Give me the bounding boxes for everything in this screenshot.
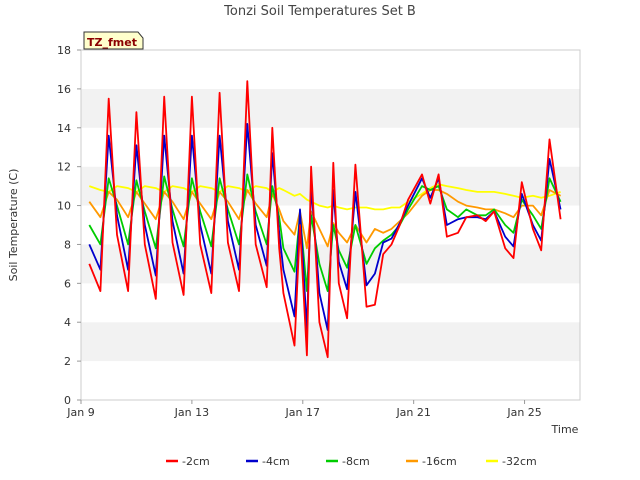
badge-box <box>83 31 144 50</box>
x-tick-label: Jan 17 <box>285 406 320 419</box>
y-tick-label: 8 <box>64 238 71 251</box>
series-line-32cm <box>89 183 561 211</box>
x-tick-label: Jan 13 <box>174 406 209 419</box>
y-tick-label: 0 <box>64 394 71 407</box>
legend-label: -32cm <box>502 455 537 468</box>
badge-label: TZ_fmet <box>87 36 137 49</box>
series-line-2cm <box>88 80 562 359</box>
y-tick-label: 2 <box>64 355 71 368</box>
legend-label: -16cm <box>422 455 457 468</box>
legend-label: -8cm <box>342 455 370 468</box>
y-tick-label: 18 <box>57 44 71 57</box>
series-lines <box>88 80 562 359</box>
legend: -2cm -4cm -8cm -16cm -32cm <box>166 455 537 468</box>
chart-title: Tonzi Soil Temperatures Set B <box>223 4 416 19</box>
y-tick-label: 12 <box>57 161 71 174</box>
grid-band <box>81 88 580 128</box>
x-axis-label: Time <box>551 423 579 436</box>
series-line-16cm <box>88 189 562 250</box>
grid-band <box>81 50 580 89</box>
grid-band <box>81 322 580 362</box>
y-tick-label: 14 <box>57 122 71 135</box>
legend-label: -4cm <box>262 455 290 468</box>
y-tick-label: 6 <box>64 277 71 290</box>
x-axis-ticks: Jan 9 Jan 13 Jan 17 Jan 21 Jan 25 <box>66 400 542 419</box>
x-tick-label: Jan 25 <box>506 406 541 419</box>
plot-area <box>80 49 581 401</box>
y-tick-label: 10 <box>57 200 71 213</box>
station-badge: TZ_fmet <box>83 31 144 50</box>
y-tick-label: 16 <box>57 83 71 96</box>
grid-band <box>81 361 580 400</box>
y-tick-label: 4 <box>64 316 71 329</box>
legend-label: -2cm <box>182 455 210 468</box>
y-axis-ticks: 0 2 4 6 8 10 12 14 16 18 <box>57 44 81 407</box>
x-tick-label: Jan 9 <box>66 406 94 419</box>
grid-band <box>81 166 580 206</box>
series-line-4cm <box>88 123 562 331</box>
y-axis-label: Soil Temperature (C) <box>7 169 20 282</box>
grid-band <box>81 127 580 167</box>
x-tick-label: Jan 21 <box>395 406 430 419</box>
